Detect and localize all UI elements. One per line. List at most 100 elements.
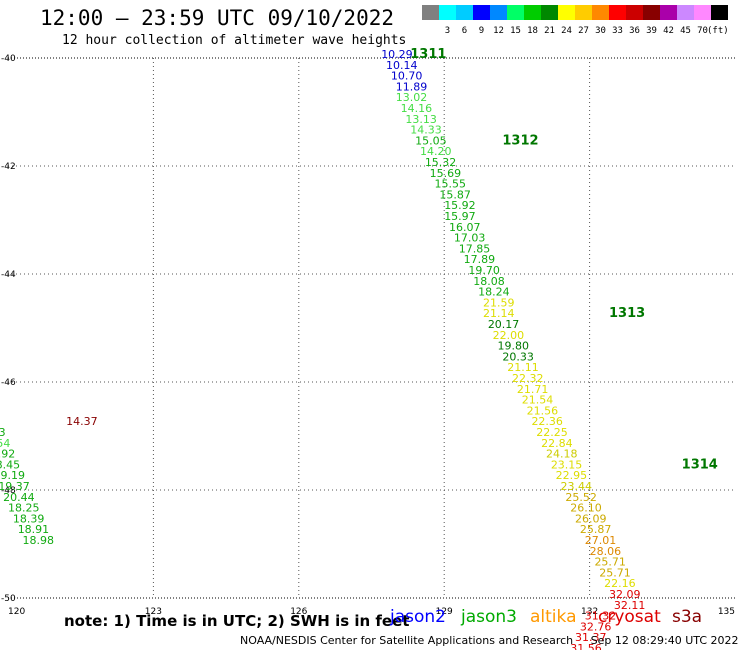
swh-value-label: 16.07 — [449, 221, 481, 234]
swh-value-label: 21.71 — [517, 383, 549, 396]
satellite-cryosat-label: cryosat — [598, 607, 661, 627]
swh-value-label: 32.09 — [609, 588, 641, 601]
legend-tick-label: 21 — [544, 26, 555, 36]
swh-value-label: 22.00 — [493, 329, 524, 342]
swh-value-label: 32.76 — [580, 620, 612, 633]
swh-value-label: 21.14 — [483, 307, 515, 320]
legend-tick-label: 70 — [697, 26, 708, 36]
swh-value-label: 19.80 — [498, 340, 529, 353]
legend-swatch — [422, 5, 439, 20]
swh-value-label: 21.56 — [527, 404, 559, 417]
legend-swatch — [541, 5, 558, 20]
x-tick-label: 132 — [581, 607, 598, 617]
swh-value-label: 13.13 — [405, 113, 437, 126]
swh-value-label: 25.87 — [580, 523, 612, 536]
swh-value-label: 10.14 — [386, 59, 418, 72]
y-tick-label: -46 — [1, 378, 16, 388]
swh-value-label: 17.92 — [0, 448, 15, 461]
legend-unit: (ft) — [707, 26, 729, 36]
footnote: note: 1) Time is in UTC; 2) SWH is in fe… — [64, 612, 410, 630]
legend-tick-label: 6 — [461, 26, 468, 36]
pass-number-label: 1312 — [502, 133, 538, 148]
legend-tick-label: 9 — [478, 26, 485, 36]
swh-value-label: 17.85 — [459, 242, 491, 255]
swh-value-label: 18.98 — [23, 534, 55, 547]
swh-value-label: 18.91 — [18, 523, 50, 536]
legend-tick-label: 39 — [646, 26, 657, 36]
legend-tick-label: 30 — [595, 26, 606, 36]
swh-value-label: 17.63 — [0, 426, 6, 439]
legend-tick-label: 12 — [493, 26, 504, 36]
swh-value-label: 18.08 — [473, 275, 505, 288]
x-tick-label: 129 — [436, 607, 453, 617]
swh-value-label: 10.29 — [381, 48, 413, 61]
swh-value-label: 14.16 — [401, 102, 433, 115]
swh-value-label: 17.03 — [454, 232, 486, 245]
swh-value-label: 26.10 — [570, 502, 602, 515]
swh-value-label: 26.09 — [575, 512, 607, 525]
y-tick-label: -50 — [1, 594, 16, 604]
swh-value-label: 18.24 — [478, 286, 510, 299]
legend-tick-label: 45 — [680, 26, 691, 36]
swh-value-label: 16.54 — [0, 437, 10, 450]
swh-value-label: 22.25 — [536, 426, 568, 439]
legend-swatch — [507, 5, 524, 20]
swh-value-label: 22.32 — [512, 372, 544, 385]
swh-value-label: 21.11 — [507, 361, 539, 374]
page-subtitle: 12 hour collection of altimeter wave hei… — [62, 33, 407, 48]
legend-tick-label: 36 — [629, 26, 640, 36]
swh-value-label: 25.71 — [599, 566, 631, 579]
satellite-jason3-label: jason3 — [461, 607, 517, 627]
legend-swatch — [711, 5, 728, 20]
swh-value-label: 22.84 — [541, 437, 573, 450]
pass-number-label: 1311 — [410, 47, 446, 62]
color-legend: 3 6 9 12 15 18 21 24 27 30 33 36 39 42 45 70 (ft) — [422, 5, 729, 36]
swh-value-label: 10.70 — [391, 70, 423, 83]
legend-tick-label: 33 — [612, 26, 623, 36]
x-tick-label: 123 — [145, 607, 162, 617]
swh-value-label: 25.52 — [565, 491, 597, 504]
legend-swatch — [592, 5, 609, 20]
swh-value-label: 31.32 — [585, 610, 617, 623]
x-tick-label: 135 — [718, 607, 735, 617]
swh-value-label: 20.44 — [3, 491, 34, 504]
legend-swatch — [575, 5, 592, 20]
legend-swatch — [439, 5, 456, 20]
legend-swatch — [609, 5, 626, 20]
swh-value-label: 15.87 — [439, 188, 471, 201]
satellite-altika-label: altika — [530, 607, 577, 627]
y-tick-label: -42 — [1, 162, 16, 172]
pass-number-label: 1313 — [609, 306, 645, 321]
swh-value-label: 24.18 — [546, 448, 578, 461]
swh-value-label: 14.37 — [66, 415, 98, 428]
legend-swatch — [660, 5, 677, 20]
legend-swatch — [558, 5, 575, 20]
pass-number-label: 1314 — [682, 457, 718, 472]
swh-value-label: 28.06 — [590, 545, 622, 558]
swh-value-label: 15.69 — [430, 167, 462, 180]
legend-swatch — [677, 5, 694, 20]
satellite-s3a-label: s3a — [672, 607, 703, 627]
legend-swatch — [694, 5, 711, 20]
swh-value-label: 15.05 — [415, 134, 447, 147]
swh-value-label: 31.37 — [575, 631, 607, 644]
swh-value-label: 21.59 — [483, 296, 515, 309]
swh-value-label: 19.37 — [0, 480, 30, 493]
credit-line: NOAA/NESDIS Center for Satellite Applica… — [240, 634, 739, 647]
legend-tick-label: 15 — [510, 26, 521, 36]
legend-swatch — [626, 5, 643, 20]
swh-value-label: 14.33 — [410, 124, 442, 137]
legend-swatch — [490, 5, 507, 20]
swh-value-label: 19.19 — [0, 469, 25, 482]
legend-swatch — [524, 5, 541, 20]
legend-tick-label: 42 — [663, 26, 674, 36]
swh-value-label: 11.89 — [396, 80, 428, 93]
page-title: 12:00 – 23:59 UTC 09/10/2022 — [40, 6, 395, 30]
swh-value-label: 17.89 — [464, 253, 496, 266]
y-tick-label: -48 — [1, 486, 16, 496]
x-tick-label: 120 — [8, 607, 25, 617]
swh-value-label: 13.02 — [396, 91, 428, 104]
satellite-jason2-label: jason2 — [390, 607, 446, 627]
legend-tick-label: 24 — [561, 26, 572, 36]
